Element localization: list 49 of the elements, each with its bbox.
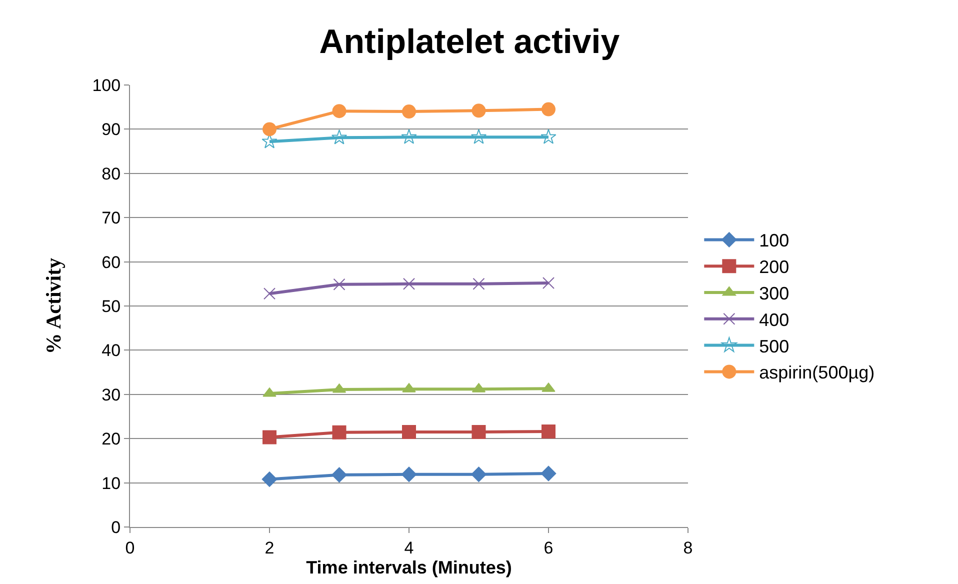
legend-label: aspirin(500µg) — [759, 362, 875, 383]
legend-label: 500 — [759, 336, 790, 356]
legend-label: 100 — [759, 230, 790, 251]
point — [331, 129, 348, 144]
point — [540, 128, 556, 144]
point — [540, 466, 556, 482]
point — [402, 104, 416, 119]
point — [401, 128, 417, 144]
y-tick-label: 0 — [111, 518, 121, 537]
point — [332, 104, 346, 118]
point — [332, 467, 347, 482]
x-tick-label: 6 — [544, 538, 554, 558]
point — [332, 425, 346, 440]
point — [542, 277, 554, 290]
x-tick-label: 8 — [683, 538, 693, 558]
y-tick-label: 70 — [102, 208, 121, 228]
point — [262, 472, 278, 487]
y-tick-label: 40 — [102, 341, 121, 360]
point — [262, 122, 276, 136]
legend-label: 300 — [759, 284, 790, 304]
y-tick-label: 10 — [102, 474, 121, 493]
point — [472, 424, 486, 439]
y-tick-label: 60 — [102, 252, 121, 272]
x-axis-title: Time intervals (Minutes) — [306, 557, 512, 578]
point — [542, 424, 556, 439]
legend-label: 200 — [759, 257, 790, 278]
y-tick-label: 50 — [102, 296, 121, 316]
point — [471, 466, 486, 482]
x-tick-label: 0 — [125, 538, 135, 558]
y-tick-label: 20 — [102, 430, 121, 449]
point — [470, 128, 487, 144]
legend-label: 400 — [759, 310, 790, 330]
point — [264, 288, 276, 300]
point — [542, 102, 556, 116]
chart-title: Antiplatelet activiy — [319, 22, 620, 61]
y-tick-label: 90 — [102, 120, 121, 140]
x-tick-label: 2 — [264, 538, 274, 558]
y-axis-title: % Activity — [41, 257, 66, 354]
point — [402, 424, 416, 439]
y-tick-label: 30 — [102, 385, 121, 404]
x-tick-label: 4 — [404, 538, 414, 558]
point — [472, 278, 485, 290]
point — [262, 430, 276, 444]
point — [403, 278, 415, 290]
point — [472, 104, 486, 118]
point — [333, 278, 346, 290]
y-tick-label: 80 — [102, 164, 121, 184]
point — [401, 466, 417, 482]
y-tick-label: 100 — [92, 76, 121, 95]
